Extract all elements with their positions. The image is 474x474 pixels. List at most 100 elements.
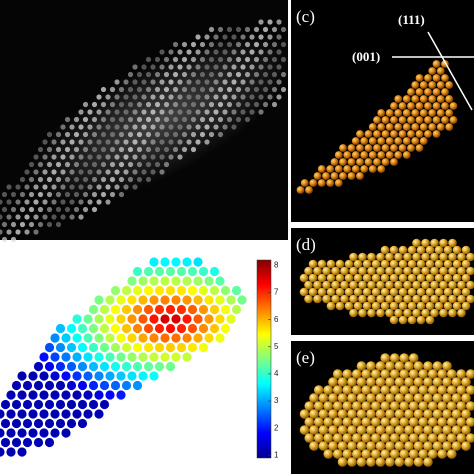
atom — [318, 393, 329, 403]
atom — [91, 116, 98, 123]
atom — [299, 425, 310, 435]
atom — [443, 287, 453, 297]
atom — [121, 285, 132, 296]
atom — [64, 206, 71, 213]
atom — [39, 390, 49, 400]
atom — [132, 124, 138, 130]
atom — [448, 252, 457, 262]
atom — [182, 314, 192, 324]
atom — [377, 123, 386, 131]
atom — [88, 361, 99, 372]
atom — [44, 437, 55, 448]
atom — [72, 390, 82, 400]
atom — [136, 131, 143, 138]
atom — [309, 393, 319, 403]
atom — [421, 280, 430, 290]
atom — [160, 276, 170, 286]
atom — [385, 393, 395, 403]
atom — [190, 86, 197, 93]
atom — [430, 280, 439, 290]
atom — [398, 144, 407, 152]
atom — [132, 380, 143, 391]
atom — [394, 266, 403, 276]
atom — [356, 393, 367, 403]
atom — [332, 417, 343, 427]
atom — [42, 139, 48, 145]
atom — [356, 361, 367, 371]
atom — [195, 139, 201, 145]
atom — [381, 158, 390, 166]
atom — [15, 229, 21, 235]
atom — [138, 276, 148, 286]
atom — [415, 102, 424, 110]
atom — [456, 401, 467, 411]
atom — [385, 308, 394, 318]
atom — [105, 154, 111, 160]
atom — [87, 199, 93, 205]
atom — [0, 418, 11, 429]
atom — [217, 71, 224, 78]
atom — [159, 49, 165, 55]
atom — [118, 146, 125, 153]
atom — [28, 221, 35, 228]
atom — [37, 206, 44, 213]
atom — [186, 64, 192, 70]
atom — [39, 371, 49, 381]
atom — [276, 34, 282, 40]
atom — [28, 390, 38, 400]
atom — [6, 409, 16, 419]
colorbar-tick-label: 7 — [274, 288, 279, 297]
atom — [439, 280, 448, 290]
atom — [168, 139, 174, 145]
atom — [165, 266, 176, 277]
atom — [347, 377, 357, 387]
atom — [267, 34, 273, 40]
atom — [347, 457, 357, 467]
atom — [226, 41, 233, 48]
atom — [44, 380, 55, 391]
atom — [446, 417, 457, 427]
atom — [413, 425, 424, 435]
atom — [204, 109, 210, 115]
atom — [249, 64, 255, 70]
colorbar — [256, 259, 272, 459]
atom — [335, 273, 345, 283]
atom — [24, 229, 30, 235]
atom — [380, 449, 391, 459]
atom — [342, 449, 353, 459]
atom — [37, 161, 44, 168]
atom — [33, 437, 44, 448]
atom — [304, 266, 313, 276]
atom — [407, 88, 415, 96]
atom — [313, 294, 322, 304]
atom — [328, 393, 338, 403]
atom — [61, 390, 71, 400]
atom — [389, 287, 399, 297]
atom — [172, 131, 179, 138]
atom — [425, 315, 435, 325]
atom — [82, 191, 89, 198]
atom — [399, 369, 410, 379]
atom — [368, 165, 377, 173]
atom — [123, 169, 129, 175]
atom — [385, 252, 394, 262]
atom — [217, 131, 224, 138]
atom — [360, 165, 369, 173]
atom — [408, 369, 419, 379]
atom — [418, 385, 429, 395]
atom — [171, 314, 181, 324]
atom — [446, 401, 457, 411]
atom — [116, 352, 126, 362]
atom — [344, 259, 354, 269]
atom — [425, 301, 435, 311]
atom — [413, 393, 424, 403]
atom — [445, 81, 454, 89]
atom — [353, 287, 363, 297]
atom — [349, 266, 358, 276]
atom — [17, 390, 27, 400]
atom — [46, 221, 53, 228]
atom — [452, 273, 462, 283]
atom — [69, 124, 75, 130]
atom — [6, 447, 16, 457]
atom — [11, 380, 22, 391]
